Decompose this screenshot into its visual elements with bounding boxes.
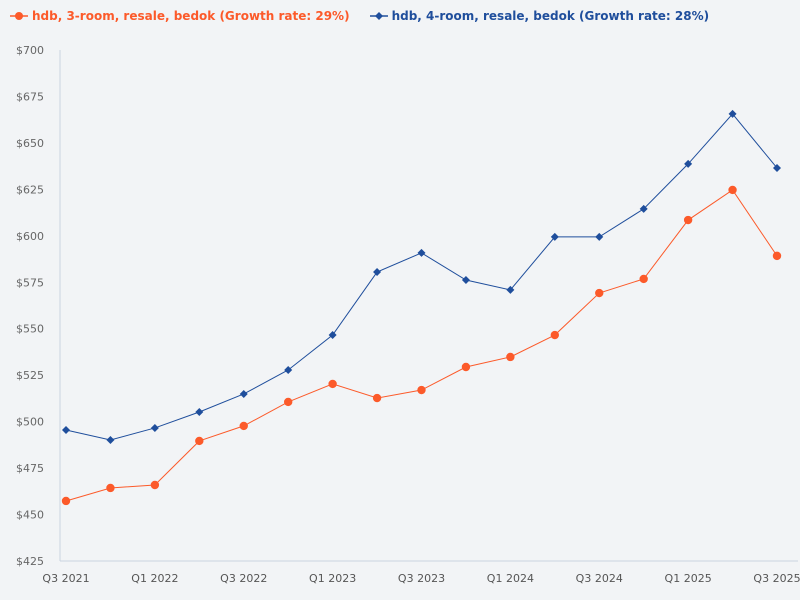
data-point	[684, 159, 693, 168]
legend: hdb, 3-room, resale, bedok (Growth rate:…	[10, 9, 709, 23]
legend-label-3-room: hdb, 3-room, resale, bedok (Growth rate:…	[32, 9, 350, 23]
data-point	[106, 483, 115, 493]
data-point	[62, 425, 70, 434]
data-point	[773, 163, 781, 172]
y-tick-label: $575	[16, 276, 44, 289]
y-tick-label: $625	[16, 183, 44, 196]
data-point	[683, 215, 693, 225]
data-point	[595, 288, 604, 298]
data-point	[195, 407, 204, 416]
data-point	[373, 268, 382, 277]
legend-item-3-room[interactable]: hdb, 3-room, resale, bedok (Growth rate:…	[10, 9, 350, 23]
data-point	[239, 421, 248, 431]
data-point	[595, 232, 604, 241]
data-point	[461, 276, 470, 285]
y-tick-label: $475	[16, 462, 44, 475]
legend-item-4-room[interactable]: hdb, 4-room, resale, bedok (Growth rate:…	[369, 9, 710, 23]
x-tick-label: Q1 2025	[665, 572, 712, 585]
x-tick-label: Q1 2023	[309, 572, 356, 585]
data-point	[150, 423, 159, 432]
data-point	[150, 480, 160, 490]
data-point	[283, 397, 293, 407]
data-point	[728, 185, 737, 195]
x-tick-label: Q1 2024	[487, 572, 534, 585]
data-point	[328, 379, 337, 389]
y-tick-label: $450	[16, 509, 44, 522]
data-point	[506, 352, 515, 362]
data-point	[639, 204, 648, 213]
y-tick-label: $675	[16, 90, 44, 103]
data-point	[106, 436, 115, 445]
x-tick-label: Q3 2023	[398, 572, 445, 585]
y-tick-label: $650	[16, 137, 44, 150]
series-line-1	[65, 189, 778, 502]
y-tick-label: $600	[16, 230, 44, 243]
x-tick-label: Q1 2022	[131, 572, 178, 585]
x-tick-label: Q3 2022	[220, 572, 267, 585]
data-point	[417, 248, 426, 257]
data-point	[639, 274, 648, 284]
data-point	[772, 251, 782, 261]
data-point	[195, 436, 204, 446]
data-point	[372, 393, 382, 403]
x-tick-label: Q3 2024	[576, 572, 623, 585]
legend-label-4-room: hdb, 4-room, resale, bedok (Growth rate:…	[391, 9, 710, 23]
data-point	[284, 365, 293, 374]
data-point	[550, 232, 559, 241]
y-tick-label: $700	[16, 44, 44, 57]
circle-marker-icon	[10, 12, 28, 20]
y-tick-label: $425	[16, 555, 44, 568]
y-tick-label: $525	[16, 369, 44, 382]
y-tick-label: $550	[16, 323, 44, 336]
x-tick-label: Q3 2025	[753, 572, 800, 585]
data-point	[61, 496, 71, 506]
data-point	[328, 331, 337, 340]
data-point	[417, 385, 426, 395]
y-tick-label: $500	[16, 416, 44, 429]
data-point	[461, 362, 471, 372]
x-tick-label: Q3 2021	[42, 572, 89, 585]
data-point	[550, 330, 560, 340]
data-point	[239, 389, 248, 398]
data-point	[506, 285, 515, 294]
diamond-marker-icon	[369, 12, 388, 20]
data-point	[728, 109, 737, 118]
